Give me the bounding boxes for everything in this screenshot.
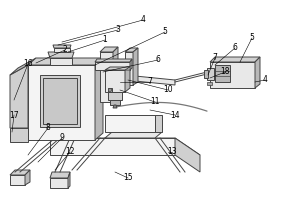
Polygon shape [50, 178, 68, 188]
Polygon shape [125, 48, 138, 52]
Text: 11: 11 [150, 98, 160, 106]
Polygon shape [95, 59, 132, 62]
Text: 15: 15 [123, 173, 133, 182]
Text: 9: 9 [60, 134, 64, 142]
Polygon shape [43, 78, 77, 124]
Text: 18: 18 [220, 68, 230, 76]
Polygon shape [25, 170, 30, 185]
Polygon shape [110, 100, 120, 105]
Polygon shape [215, 65, 230, 82]
Text: 8: 8 [46, 123, 50, 132]
Text: 6: 6 [232, 44, 237, 52]
Polygon shape [155, 115, 162, 132]
Polygon shape [95, 58, 103, 140]
Polygon shape [113, 47, 118, 102]
Text: 2: 2 [63, 46, 68, 54]
Polygon shape [100, 52, 113, 102]
Polygon shape [54, 48, 70, 52]
Polygon shape [53, 45, 71, 48]
Text: 5: 5 [163, 27, 167, 36]
Polygon shape [10, 175, 25, 185]
Polygon shape [204, 70, 208, 78]
Text: 13: 13 [167, 148, 177, 156]
Polygon shape [28, 58, 103, 65]
Polygon shape [95, 62, 130, 70]
Polygon shape [125, 52, 133, 85]
Text: 7: 7 [213, 53, 218, 62]
Polygon shape [207, 68, 214, 80]
Polygon shape [68, 172, 70, 188]
Text: 6: 6 [156, 55, 161, 64]
Polygon shape [50, 58, 72, 65]
Polygon shape [48, 52, 74, 58]
Polygon shape [207, 82, 212, 85]
Text: 5: 5 [250, 33, 254, 43]
Polygon shape [50, 138, 200, 155]
Polygon shape [210, 62, 255, 88]
Polygon shape [130, 59, 132, 70]
Polygon shape [113, 105, 117, 108]
Polygon shape [210, 57, 260, 62]
Polygon shape [105, 70, 125, 92]
Text: 12: 12 [65, 148, 75, 156]
Polygon shape [50, 172, 70, 178]
Polygon shape [125, 75, 175, 85]
Text: 7: 7 [148, 77, 152, 86]
Polygon shape [125, 70, 130, 92]
Polygon shape [255, 57, 260, 88]
Polygon shape [50, 138, 175, 155]
Polygon shape [133, 48, 138, 85]
Text: 4: 4 [262, 75, 267, 84]
Polygon shape [108, 88, 112, 92]
Polygon shape [10, 128, 28, 142]
Text: 17: 17 [9, 110, 19, 119]
Text: 14: 14 [170, 110, 180, 119]
Polygon shape [175, 138, 200, 172]
Text: 3: 3 [116, 25, 120, 34]
Polygon shape [108, 92, 122, 100]
Text: 4: 4 [141, 16, 146, 24]
Text: 10: 10 [163, 86, 173, 95]
Polygon shape [28, 65, 95, 140]
Polygon shape [105, 67, 130, 70]
Text: 1: 1 [103, 36, 107, 45]
Polygon shape [10, 58, 36, 75]
Text: 16: 16 [23, 60, 33, 68]
Polygon shape [105, 115, 155, 132]
Polygon shape [10, 170, 30, 175]
Polygon shape [105, 132, 162, 138]
Polygon shape [10, 65, 28, 128]
Polygon shape [100, 47, 118, 52]
Circle shape [109, 88, 112, 92]
Polygon shape [40, 75, 80, 127]
